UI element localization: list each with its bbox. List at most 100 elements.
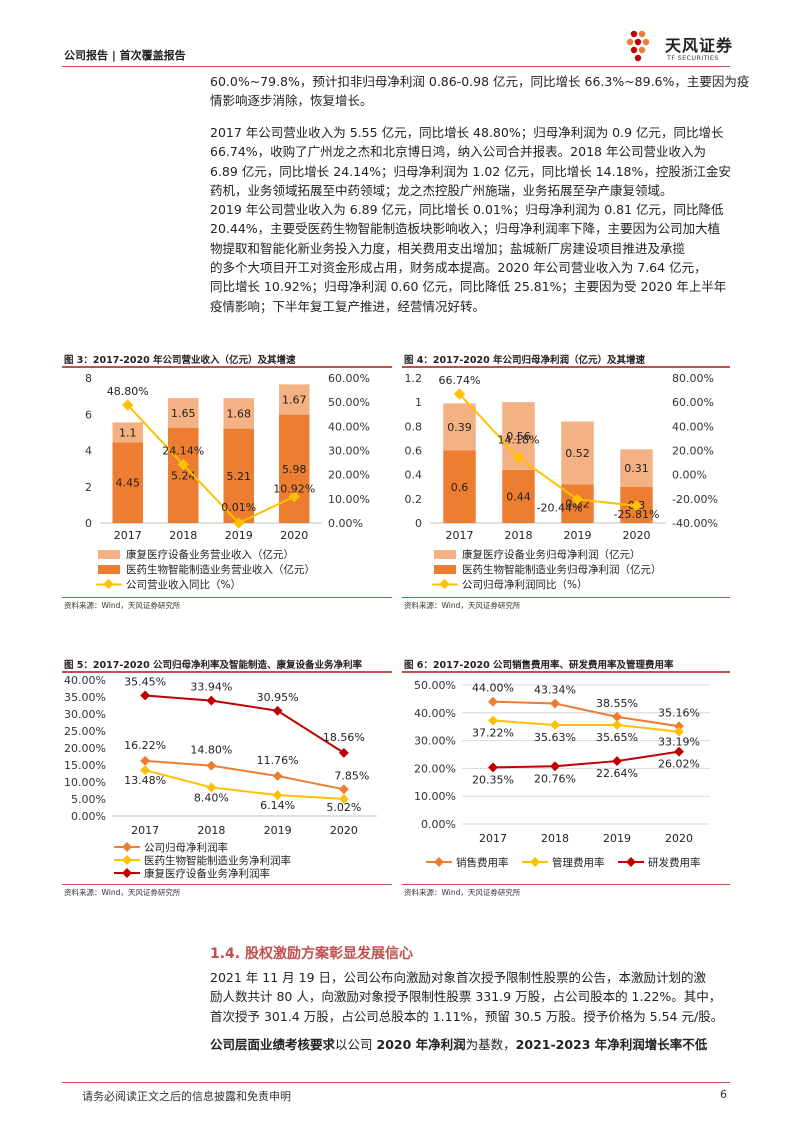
series-point: [612, 719, 622, 730]
figure-5-top-rule: [62, 671, 392, 673]
legend-swatch-marker: [439, 579, 450, 589]
series-point: [206, 695, 217, 706]
text-line: 66.74%，收购了广州龙之杰和北京博日鸿，纳入公司合并报表。2018 年公司营…: [210, 144, 706, 160]
paragraph-incentive: 2021 年 11 月 19 日，公司公布向激励对象首次授予限制性股票的公告，本…: [210, 968, 730, 1026]
data-label: 6.14%: [260, 799, 295, 812]
legend-label: 医药生物智能制造业务净利润率: [144, 854, 291, 867]
bar-segment-upper: [223, 398, 255, 429]
bar-segment-upper: [443, 403, 476, 451]
y-tick-label: 5.00%: [71, 793, 106, 806]
series-line: [492, 700, 680, 728]
x-tick-label: 2019: [564, 529, 592, 542]
legend-label: 医药生物智能制造业务归母净利润（亿元）: [462, 563, 662, 576]
figure-5-source: 资料来源：Wind，天风证券研究所: [64, 888, 181, 897]
growth-value-label: 10.92%: [273, 483, 315, 496]
x-tick-label: 2019: [225, 529, 253, 542]
text-line: 60.0%~79.8%，预计扣非归母净利润 0.86-0.98 亿元，同比增长 …: [210, 74, 750, 89]
growth-value-label: 66.74%: [439, 374, 481, 387]
legend-label: 管理费用率: [552, 856, 605, 869]
y2-tick-label: 40.00%: [672, 420, 714, 433]
y2-tick-label: 0.00%: [328, 517, 363, 530]
y-tick-label: 1: [415, 396, 422, 409]
data-label: 13.48%: [124, 774, 166, 787]
bar-value-label: 5.24: [171, 470, 196, 483]
figure-4-title: 图 4：2017-2020 年公司归母净利润（亿元）及其增速: [404, 355, 646, 366]
text-line: 6.89 亿元，同比增长 24.14%；归母净利润为 1.02 亿元，同比增长 …: [210, 163, 731, 179]
data-label: 20.35%: [472, 773, 514, 786]
x-tick-label: 2019: [264, 824, 292, 837]
x-tick-label: 2018: [505, 529, 533, 542]
x-tick-label: 2019: [603, 832, 631, 845]
x-tick-label: 2020: [280, 529, 308, 542]
data-label: 35.16%: [658, 706, 700, 719]
bar-segment-lower: [278, 414, 310, 523]
data-label: 16.22%: [124, 739, 166, 752]
legend-swatch-marker: [434, 857, 444, 867]
y2-tick-label: 0.00%: [672, 469, 707, 482]
growth-value-label: 14.18%: [498, 434, 540, 447]
text-line: 2017 年公司营业收入为 5.55 亿元，同比增长 48.80%；归母净利润为…: [210, 125, 724, 140]
y2-tick-label: -40.00%: [672, 517, 718, 530]
figure-3-title: 图 3：2017-2020 年公司营业收入（亿元）及其增速: [64, 355, 296, 366]
bar-value-label: 5.21: [227, 470, 252, 483]
y-tick-label: 0.00%: [421, 818, 456, 831]
legend-swatch-marker: [122, 842, 132, 852]
figure-6-bottom-rule: [402, 884, 730, 885]
x-tick-label: 2020: [623, 529, 651, 542]
x-tick-label: 2017: [131, 824, 159, 837]
data-label: 43.34%: [534, 684, 576, 697]
growth-line: [127, 404, 295, 525]
data-label: 26.02%: [658, 758, 700, 771]
text-line: 药机，业务领域拓展至中药领域；龙之杰控股广州施瑞，业务拓展至孕产康复领域。: [210, 182, 673, 198]
bar-segment-upper: [278, 384, 310, 415]
series-line: [492, 750, 680, 769]
footer-disclaimer: 请务必阅读正文之后的信息披露和免责申明: [82, 1090, 291, 1103]
legend-swatch-marker: [103, 579, 114, 589]
legend-swatch-marker: [122, 868, 132, 878]
text-line: 公司层面业绩考核要求以公司 2020 年净利润为基数，2021-2023 年净利…: [210, 1035, 730, 1054]
y2-tick-label: 60.00%: [672, 396, 714, 409]
series-point: [272, 771, 283, 781]
series-point: [272, 705, 283, 716]
y-tick-label: 10.00%: [414, 790, 456, 803]
data-label: 33.94%: [190, 681, 232, 694]
figure-3-source: 资料来源：Wind，天风证券研究所: [64, 601, 181, 610]
y-tick-label: 40.00%: [414, 707, 456, 720]
section-title: 1.4. 股权激励方案彰显发展信心: [210, 946, 413, 962]
text-line: 首次授予 301.4 万股，占公司总股本的 1.11%，预留 30.5 万股。授…: [210, 1008, 724, 1024]
data-label: 18.56%: [323, 731, 365, 744]
y-tick-label: 0: [415, 517, 422, 530]
data-label: 14.80%: [190, 744, 232, 757]
text-line: 20.44%，主要受医药生物智能制造板块影响收入；归母净利润率下降，主要因为公司…: [210, 221, 721, 237]
y2-tick-label: 40.00%: [328, 420, 370, 433]
page-number: 6: [720, 1088, 727, 1101]
y2-tick-label: 80.00%: [672, 372, 714, 385]
growth-point: [630, 500, 643, 512]
y-tick-label: 30.00%: [64, 708, 106, 721]
revenue-chart: 0 2 4 6 8 0.00% 10.00% 20.00% 30.00% 40.00% 50.00%…: [85, 372, 370, 591]
legend-swatch-marker: [626, 857, 636, 867]
y2-tick-label: 50.00%: [328, 396, 370, 409]
data-label: 35.63%: [534, 731, 576, 744]
data-label: 11.76%: [257, 754, 299, 767]
figure-5-bottom-rule: [62, 884, 392, 885]
series-point: [612, 711, 622, 722]
growth-value-label: 0.01%: [221, 501, 256, 514]
bar-value-label: 0.44: [506, 490, 531, 503]
legend-swatch-marker: [122, 855, 132, 865]
bar-value-label: 1.1: [119, 426, 137, 439]
bar-segment-upper: [620, 449, 653, 487]
bar-segment-lower: [112, 442, 144, 523]
y-tick-label: 20.00%: [414, 762, 456, 775]
legend-label: 康复医疗设备业务营业收入（亿元）: [126, 548, 294, 561]
figure-4-bottom-rule: [402, 597, 730, 598]
data-label: 35.65%: [596, 731, 638, 744]
logo-en-text: TF SECURITIES: [667, 54, 719, 62]
y2-tick-label: 30.00%: [328, 445, 370, 458]
figure-6-source: 资料来源：Wind，天风证券研究所: [404, 888, 521, 897]
net-margin-chart: 0.00% 5.00% 10.00% 15.00% 20.00% 25.00% 30.00%…: [64, 674, 377, 880]
y-tick-label: 20.00%: [64, 742, 106, 755]
x-tick-label: 2018: [169, 529, 197, 542]
growth-value-label: 24.14%: [162, 445, 204, 458]
bar-value-label: 0.31: [624, 462, 649, 475]
